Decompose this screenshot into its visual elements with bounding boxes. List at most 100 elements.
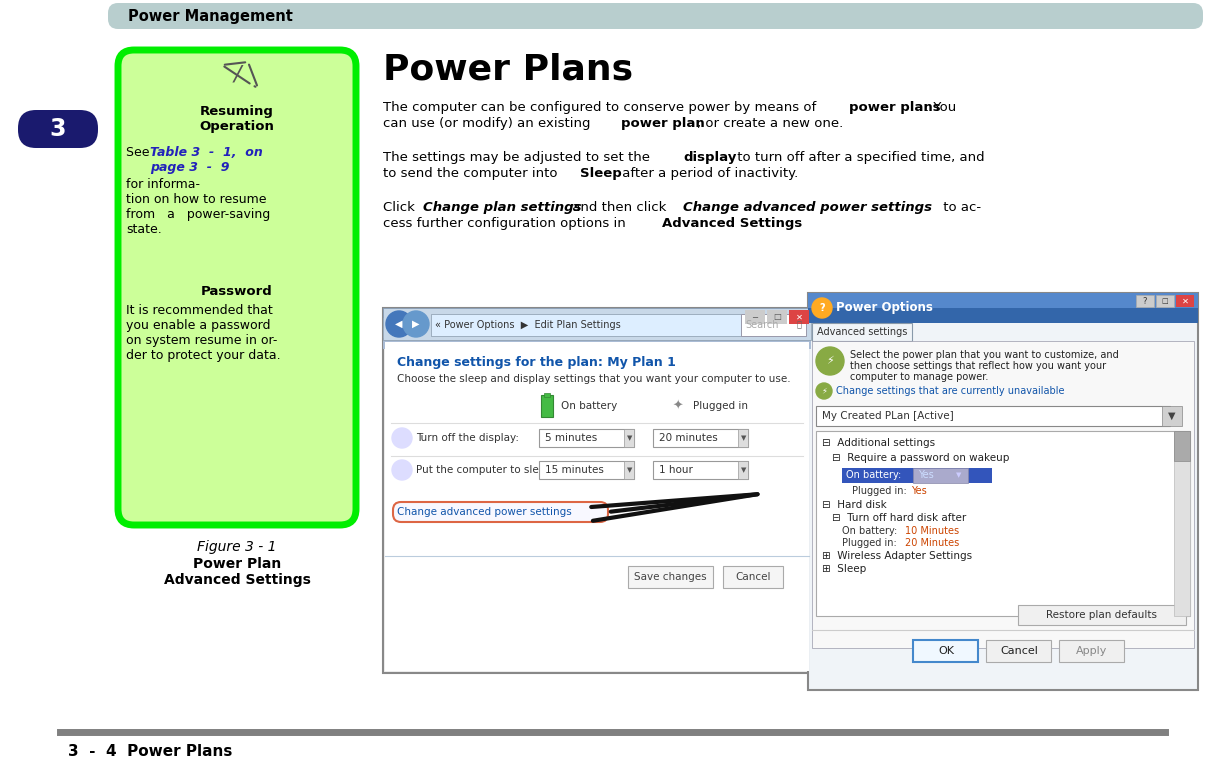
- FancyBboxPatch shape: [117, 50, 356, 525]
- Text: Choose the sleep and display settings that you want your computer to use.: Choose the sleep and display settings th…: [397, 374, 791, 384]
- Bar: [1163, 406, 1182, 426]
- Text: then choose settings that reflect how you want your: then choose settings that reflect how yo…: [850, 361, 1106, 371]
- Text: Change advanced power settings: Change advanced power settings: [397, 507, 572, 517]
- Text: ⊟  Additional settings: ⊟ Additional settings: [822, 438, 935, 448]
- Bar: [383, 308, 811, 673]
- Bar: [745, 310, 765, 324]
- Text: « Power Options  ▶  Edit Plan Settings: « Power Options ▶ Edit Plan Settings: [435, 320, 621, 330]
- Text: Apply: Apply: [1077, 646, 1108, 656]
- Bar: [790, 310, 809, 324]
- Bar: [653, 429, 748, 447]
- Text: and then click: and then click: [568, 201, 671, 214]
- Text: 20 Minutes: 20 Minutes: [905, 538, 959, 548]
- Bar: [737, 461, 748, 479]
- Text: ◀: ◀: [395, 319, 403, 329]
- Text: ?: ?: [819, 303, 825, 313]
- Text: /: /: [234, 65, 241, 85]
- Text: Yes: Yes: [918, 470, 934, 480]
- Text: 1 hour: 1 hour: [659, 465, 693, 475]
- Bar: [808, 293, 1198, 323]
- Text: Restore plan defaults: Restore plan defaults: [1046, 610, 1158, 620]
- Text: Cancel: Cancel: [1000, 646, 1038, 656]
- Bar: [816, 431, 1190, 616]
- Text: ⊟  Hard disk: ⊟ Hard disk: [822, 500, 886, 510]
- Text: ▼: ▼: [955, 472, 962, 478]
- Bar: [544, 393, 550, 397]
- FancyBboxPatch shape: [394, 502, 608, 522]
- Circle shape: [403, 311, 429, 337]
- FancyBboxPatch shape: [18, 110, 98, 148]
- Bar: [539, 429, 635, 447]
- Circle shape: [816, 347, 844, 375]
- Bar: [741, 314, 807, 336]
- Text: Cancel: Cancel: [735, 572, 770, 582]
- Circle shape: [392, 460, 412, 480]
- Bar: [624, 429, 635, 447]
- Text: Save changes: Save changes: [633, 572, 706, 582]
- Text: Resuming: Resuming: [200, 105, 274, 118]
- Text: Plugged in: Plugged in: [693, 401, 748, 411]
- Text: power plan: power plan: [621, 117, 705, 130]
- Circle shape: [813, 298, 832, 318]
- Text: 15 minutes: 15 minutes: [545, 465, 604, 475]
- Text: Change settings that are currently unavailable: Change settings that are currently unava…: [836, 386, 1064, 396]
- Bar: [1136, 295, 1154, 307]
- Bar: [1173, 431, 1190, 616]
- Text: Password: Password: [201, 285, 272, 298]
- Text: ▼: ▼: [627, 435, 632, 441]
- Circle shape: [392, 428, 412, 448]
- Bar: [913, 468, 968, 483]
- Bar: [816, 406, 1170, 426]
- Bar: [431, 314, 741, 336]
- Text: Advanced Settings: Advanced Settings: [662, 217, 802, 230]
- Bar: [913, 640, 978, 662]
- Text: Click: Click: [383, 201, 419, 214]
- Bar: [539, 461, 635, 479]
- Text: ⊞  Sleep: ⊞ Sleep: [822, 564, 866, 574]
- Text: On battery:: On battery:: [842, 526, 900, 536]
- Text: Power Plans: Power Plans: [383, 52, 633, 86]
- Text: . You: . You: [925, 101, 957, 114]
- Text: OK: OK: [939, 646, 954, 656]
- Text: ⊟  Turn off hard disk after: ⊟ Turn off hard disk after: [832, 513, 966, 523]
- Text: Change advanced power settings: Change advanced power settings: [683, 201, 932, 214]
- Text: Sleep: Sleep: [580, 167, 621, 180]
- Text: ✕: ✕: [796, 313, 803, 322]
- Text: Power Options: Power Options: [836, 302, 932, 315]
- Text: The settings may be adjusted to set the: The settings may be adjusted to set the: [383, 151, 654, 164]
- Bar: [624, 461, 635, 479]
- Text: to ac-: to ac-: [939, 201, 981, 214]
- Text: ▼: ▼: [741, 435, 746, 441]
- Bar: [385, 342, 809, 671]
- Text: Select the power plan that you want to customize, and: Select the power plan that you want to c…: [850, 350, 1119, 360]
- Bar: [737, 429, 748, 447]
- Text: ─: ─: [752, 313, 758, 322]
- Bar: [383, 308, 811, 319]
- Text: Plugged in:: Plugged in:: [853, 486, 909, 496]
- Text: 20 minutes: 20 minutes: [659, 433, 718, 443]
- Text: Advanced Settings: Advanced Settings: [163, 573, 310, 587]
- Text: Table 3  -  1,  on
page 3  -  9: Table 3 - 1, on page 3 - 9: [150, 146, 263, 174]
- Bar: [813, 341, 1194, 648]
- Bar: [808, 293, 1198, 690]
- Text: Power Management: Power Management: [128, 8, 293, 24]
- Text: Yes: Yes: [911, 486, 926, 496]
- Text: 3  -  4  Power Plans: 3 - 4 Power Plans: [68, 744, 233, 760]
- Text: ⚡: ⚡: [821, 386, 827, 396]
- Text: My Created PLan [Active]: My Created PLan [Active]: [822, 411, 954, 421]
- Text: The computer can be configured to conserve power by means of: The computer can be configured to conser…: [383, 101, 821, 114]
- Bar: [986, 640, 1051, 662]
- Text: On battery: On battery: [561, 401, 618, 411]
- Bar: [629, 566, 713, 588]
- Text: □: □: [773, 313, 781, 322]
- Text: Turn off the display:: Turn off the display:: [417, 433, 520, 443]
- Bar: [383, 308, 811, 340]
- Text: ✕: ✕: [1182, 296, 1188, 306]
- Bar: [813, 323, 912, 341]
- Text: to send the computer into: to send the computer into: [383, 167, 562, 180]
- Bar: [1176, 295, 1194, 307]
- Text: Change plan settings: Change plan settings: [423, 201, 581, 214]
- Bar: [653, 461, 748, 479]
- Text: 3: 3: [50, 117, 67, 141]
- Text: computer to manage power.: computer to manage power.: [850, 372, 988, 382]
